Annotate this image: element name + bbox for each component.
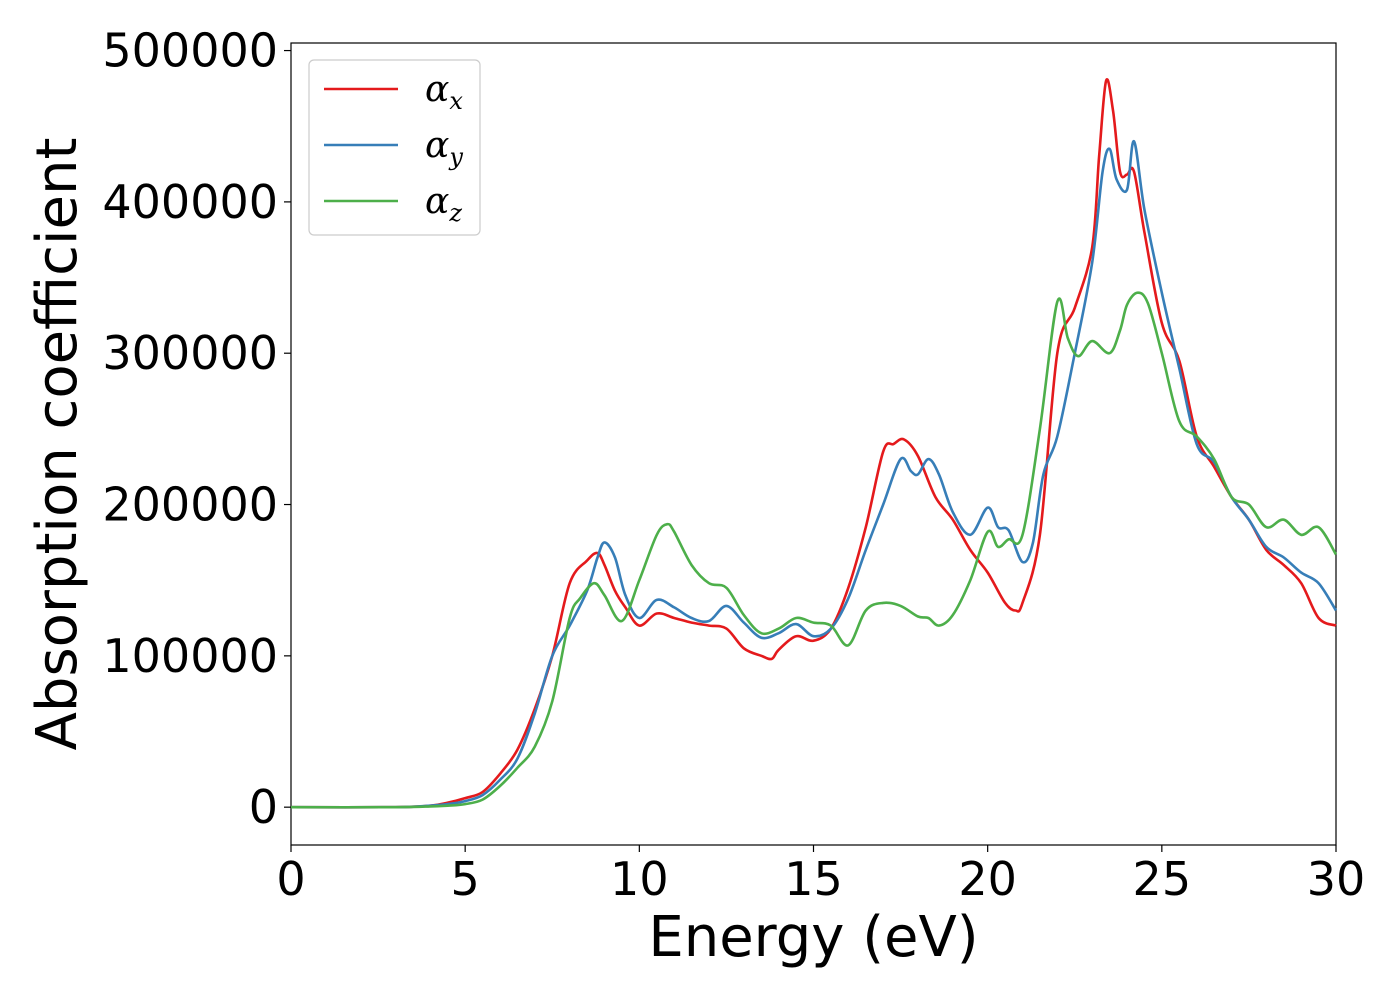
x-tick-label: 20 (958, 852, 1017, 906)
x-tick-label: 0 (276, 852, 305, 906)
x-tick-label: 15 (784, 852, 843, 906)
legend-box (308, 59, 481, 236)
x-axis-title: Energy (eV) (648, 905, 978, 970)
x-tick-label: 30 (1307, 852, 1366, 906)
x-tick-label: 10 (610, 852, 669, 906)
series-line-z (290, 291, 1338, 809)
axis-ticks: 0 5 10 15 20 25 30 0 100000 200000 300000 400000 500… (102, 24, 1365, 906)
y-tick-label: 200000 (102, 478, 278, 532)
series-lines (290, 78, 1338, 809)
y-tick-label: 300000 (102, 326, 278, 380)
series-line-y (290, 140, 1338, 809)
y-tick-label: 100000 (102, 629, 278, 683)
x-tick-label: 5 (451, 852, 480, 906)
x-tick-label: 25 (1133, 852, 1192, 906)
y-axis-title: Absorption coefficient (25, 138, 90, 751)
series-line-x (290, 78, 1337, 809)
y-tick-label: 400000 (102, 175, 278, 229)
y-tick-label: 0 (249, 780, 278, 834)
y-tick-label: 500000 (102, 24, 278, 78)
